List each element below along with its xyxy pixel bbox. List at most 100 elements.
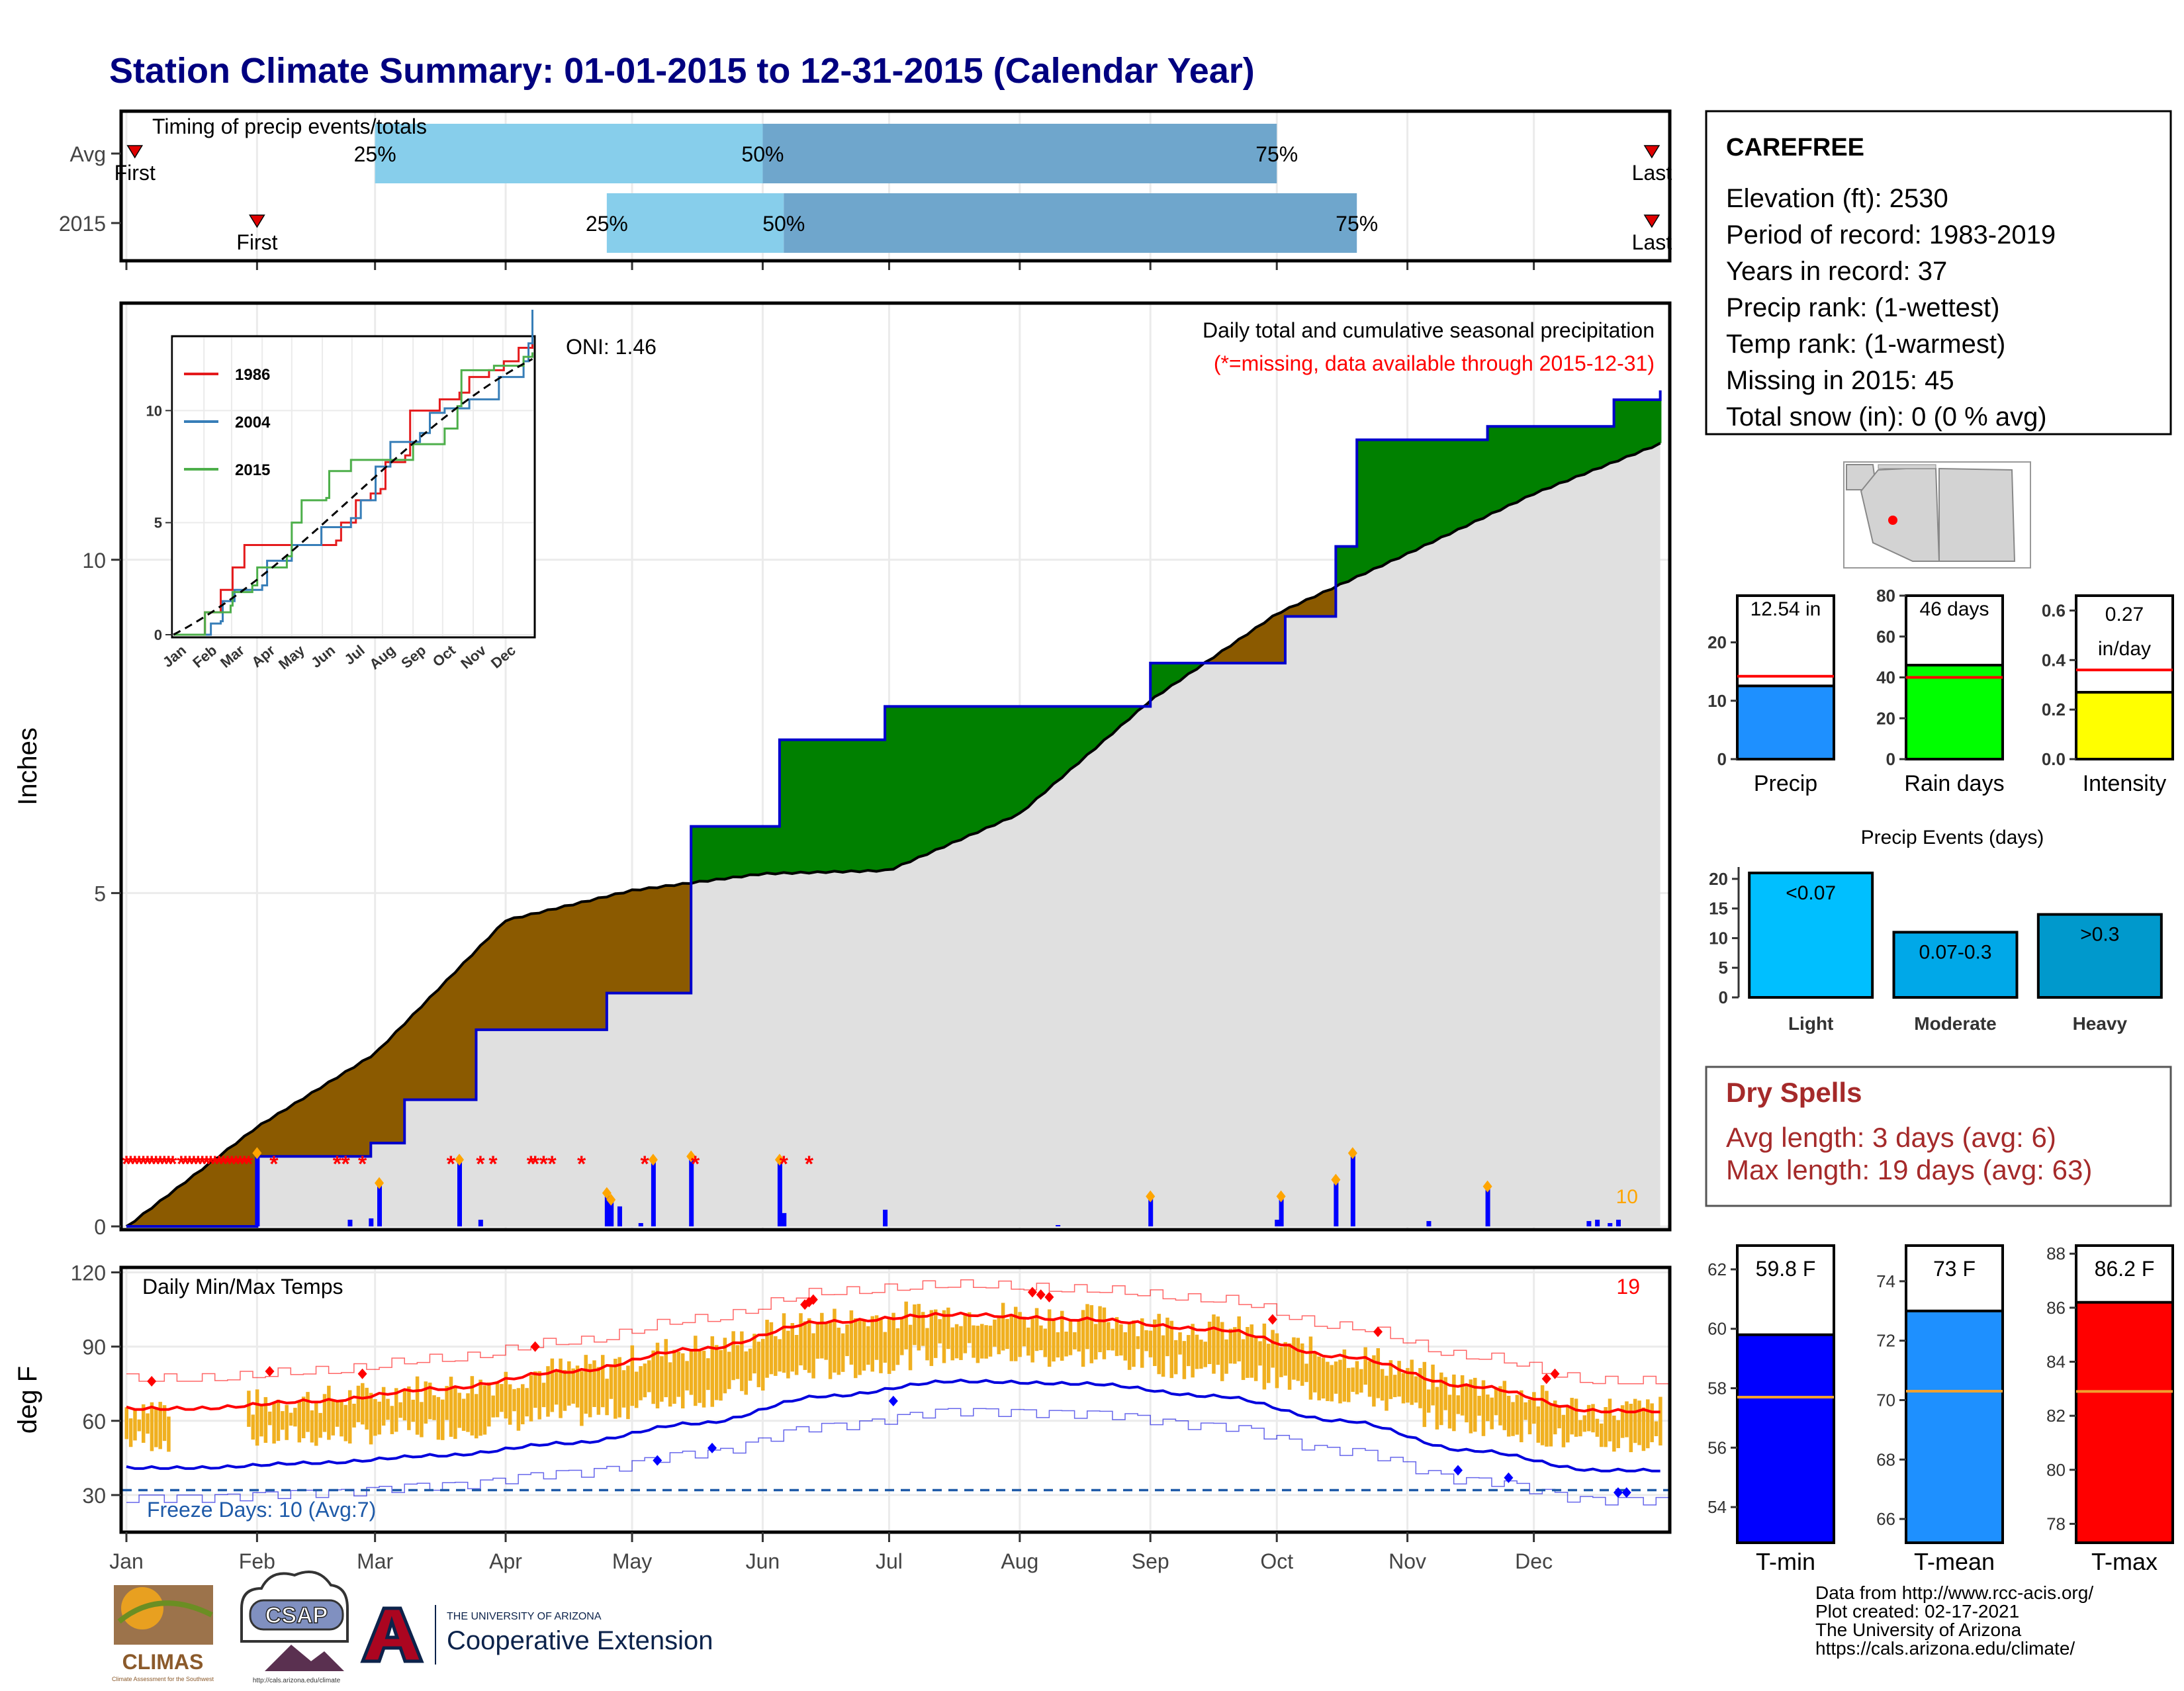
above-avg-shading <box>1199 663 1201 667</box>
below-avg-shading <box>1252 629 1255 663</box>
below-avg-shading <box>325 1083 328 1157</box>
above-avg-shading <box>911 706 913 862</box>
precip-frame <box>119 301 1672 1232</box>
below-avg-shading <box>1210 659 1213 663</box>
above-avg-shading <box>1574 426 1576 477</box>
below-avg-shading <box>516 917 518 1030</box>
temp-daily-bar <box>1127 1324 1132 1370</box>
inset-month-label: Feb <box>189 642 220 671</box>
below-avg-shading <box>202 1169 205 1226</box>
above-avg-shading <box>1161 663 1163 694</box>
above-avg-shading <box>1345 546 1348 582</box>
missing-day-marker: * <box>164 1152 173 1177</box>
temp-daily-bar <box>600 1355 605 1408</box>
below-avg-shading <box>627 891 629 993</box>
missing-day-marker: * <box>232 1152 241 1177</box>
below-avg-shading <box>136 1218 139 1226</box>
record-low-marker <box>1613 1487 1623 1498</box>
freeze-days-label: Freeze Days: 10 (Avg:7) <box>147 1498 376 1522</box>
below-avg-shading <box>253 1129 256 1226</box>
below-avg-shading <box>387 1041 389 1144</box>
temp-lines <box>122 1279 1669 1506</box>
temp-daily-bar <box>1132 1320 1136 1367</box>
below-avg-shading <box>514 917 516 1030</box>
temp-daily-bar <box>769 1322 774 1375</box>
temp-daily-bar <box>1452 1374 1456 1432</box>
below-avg-shading <box>140 1215 143 1226</box>
missing-day-marker: * <box>122 1152 131 1177</box>
below-avg-shading <box>130 1223 133 1226</box>
below-avg-shading <box>468 958 471 1100</box>
above-avg-shading <box>1518 426 1521 502</box>
above-avg-shading <box>996 706 999 824</box>
temp-daily-bar <box>1346 1367 1351 1402</box>
temp-daily-bar <box>1456 1395 1461 1414</box>
temp-daily-bar <box>913 1304 917 1346</box>
above-avg-shading <box>1538 426 1541 492</box>
above-avg-shading <box>1651 400 1654 448</box>
above-avg-shading <box>796 739 798 873</box>
temp-daily-bar <box>1418 1368 1422 1408</box>
above-avg-shading <box>885 706 887 870</box>
temp-daily-bar <box>596 1367 601 1415</box>
above-avg-shading <box>712 826 715 880</box>
above-avg-shading <box>1554 426 1557 486</box>
above-avg-shading <box>1514 426 1517 503</box>
daily-precip-bar <box>638 1222 643 1226</box>
below-avg-shading <box>1214 656 1217 663</box>
temp-daily-bar <box>365 1387 369 1430</box>
record-high-marker <box>1541 1373 1551 1385</box>
above-avg-shading <box>1558 426 1561 484</box>
missing-day-marker: * <box>202 1152 211 1177</box>
daily-precip-bar <box>617 1206 622 1226</box>
below-avg-shading <box>508 919 510 1030</box>
above-avg-shading <box>1500 426 1503 510</box>
below-avg-shading <box>539 912 542 1030</box>
above-avg-shading <box>1627 400 1630 456</box>
temp-daily-bar <box>554 1371 559 1405</box>
below-avg-shading <box>1324 591 1326 617</box>
above-avg-shading <box>1066 706 1068 774</box>
temp-daily-bar <box>887 1318 891 1374</box>
above-avg-shading <box>877 739 880 872</box>
temp-daily-bar <box>529 1375 533 1422</box>
below-avg-shading <box>315 1090 318 1157</box>
month-label: Dec <box>1515 1549 1553 1573</box>
missing-day-marker: * <box>126 1152 136 1177</box>
below-avg-shading <box>496 929 498 1030</box>
above-avg-shading <box>1042 706 1044 794</box>
temp-daily-bar <box>1119 1324 1123 1356</box>
daily-flag-marker <box>1276 1190 1286 1203</box>
above-avg-shading <box>1187 663 1189 674</box>
below-avg-shading <box>333 1079 336 1157</box>
temp-daily-bar <box>702 1350 706 1408</box>
record-high-marker <box>1044 1291 1054 1303</box>
above-avg-shading <box>1623 400 1626 458</box>
above-avg-shading <box>897 706 899 867</box>
ua-a-icon <box>360 1606 424 1663</box>
above-avg-shading <box>1024 706 1026 810</box>
record-low-marker <box>1621 1487 1631 1498</box>
below-avg-shading <box>265 1121 268 1157</box>
below-avg-shading <box>639 890 641 993</box>
above-avg-shading <box>1185 663 1187 676</box>
below-avg-shading <box>180 1185 183 1226</box>
below-avg-shading <box>424 1002 427 1100</box>
temp-daily-bar <box>782 1313 786 1373</box>
above-avg-shading <box>1508 426 1511 505</box>
precip-summary-bars: 0 10 20 12.54 in Precip 0 20 40 60 80 46 days Rain … <box>1707 586 2174 796</box>
temp-daily-bar <box>306 1392 310 1432</box>
below-avg-shading <box>1208 660 1211 663</box>
temp-daily-bar <box>1372 1355 1376 1407</box>
above-avg-shading <box>750 826 752 875</box>
above-avg-shading <box>1177 663 1179 682</box>
above-avg-shading <box>1582 426 1584 475</box>
below-avg-shading <box>613 894 615 993</box>
above-avg-shading <box>1568 426 1570 480</box>
month-label: Jan <box>109 1549 144 1573</box>
above-avg-shading <box>921 706 923 856</box>
above-avg-shading <box>726 826 729 879</box>
below-avg-shading <box>672 886 675 993</box>
inset-avg-line <box>173 358 533 636</box>
tbar-label-2: T-max <box>2091 1548 2158 1575</box>
